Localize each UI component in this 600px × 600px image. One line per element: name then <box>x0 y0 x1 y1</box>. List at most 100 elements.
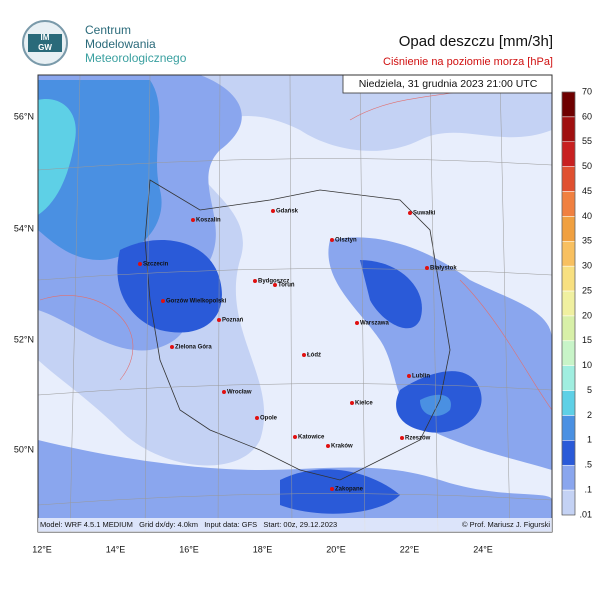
colorbar-label: 5 <box>587 385 592 395</box>
colorbar-label: 1 <box>587 435 592 445</box>
colorbar-segment <box>561 315 576 342</box>
colorbar-segment <box>561 216 576 242</box>
lat-label: 54°N <box>14 223 34 233</box>
colorbar-segment <box>561 265 576 292</box>
city-marker <box>222 390 226 394</box>
colorbar-segment <box>561 390 576 416</box>
city-label: Wrocław <box>227 390 252 396</box>
city-marker <box>217 318 221 322</box>
colorbar-segment <box>561 415 576 441</box>
colorbar-frame <box>561 91 576 516</box>
city-label: Koszalin <box>196 218 221 224</box>
city-label: Łódź <box>307 353 321 359</box>
org-name: Modelowania <box>85 37 156 51</box>
lon-label: 22°E <box>400 544 420 554</box>
lon-label: 16°E <box>179 544 199 554</box>
colorbar-label: 45 <box>582 186 592 196</box>
city-marker <box>255 416 259 420</box>
colorbar-segment <box>561 241 576 267</box>
org-name: Meteorologicznego <box>85 51 187 65</box>
city-marker <box>425 266 429 270</box>
city-marker <box>191 218 195 222</box>
colorbar-label: 35 <box>582 236 592 246</box>
org-name: Centrum <box>85 23 131 37</box>
city-label: Bydgoszcz <box>258 279 289 285</box>
city-marker <box>407 374 411 378</box>
logo-band <box>28 34 62 52</box>
city-label: Suwałki <box>413 211 436 217</box>
city-marker <box>138 262 142 266</box>
lat-label: 50°N <box>14 444 34 454</box>
city-label: Gorzów Wielkopolski <box>166 299 227 305</box>
city-label: Toruń <box>278 283 295 289</box>
lat-label: 56°N <box>14 111 34 121</box>
map-layer <box>38 75 552 532</box>
colorbar-label: .5 <box>584 460 592 470</box>
colorbar-label: 40 <box>582 211 592 221</box>
city-label: Warszawa <box>360 321 389 327</box>
colorbar-segment <box>561 191 576 217</box>
city-marker <box>170 345 174 349</box>
colorbar-segment <box>561 290 576 317</box>
footer-right: © Prof. Mariusz J. Figurski <box>462 520 550 529</box>
footer-bg <box>38 518 552 532</box>
city-marker <box>330 487 334 491</box>
colorbar-label: 60 <box>582 111 592 121</box>
colorbar-segment <box>561 116 576 143</box>
colorbar-label: 30 <box>582 261 592 271</box>
colorbar-label: 20 <box>582 310 592 320</box>
city-marker <box>253 279 257 283</box>
colorbar-segment <box>561 166 576 192</box>
city-marker <box>271 209 275 213</box>
title: Opad deszczu [mm/3h] <box>399 33 553 50</box>
city-marker <box>330 238 334 242</box>
colorbar-label: 55 <box>582 136 592 146</box>
colorbar-label: .01 <box>579 509 592 519</box>
city-label: Poznań <box>222 318 244 324</box>
city-label: Kielce <box>355 401 373 407</box>
city-marker <box>350 401 354 405</box>
city-label: Zakopane <box>335 487 364 493</box>
city-marker <box>400 436 404 440</box>
city-marker <box>408 211 412 215</box>
city-label: Olsztyn <box>335 238 357 244</box>
logo-text: IM <box>41 33 50 42</box>
city-marker <box>273 283 277 287</box>
colorbar-label: 10 <box>582 360 592 370</box>
lon-label: 18°E <box>253 544 273 554</box>
city-marker <box>161 299 165 303</box>
colorbar-label: 50 <box>582 161 592 171</box>
city-label: Lublin <box>412 374 430 380</box>
lon-label: 24°E <box>473 544 493 554</box>
city-marker <box>302 353 306 357</box>
colorbar-label: 2 <box>587 410 592 420</box>
colorbar-segment <box>561 489 576 516</box>
lon-label: 14°E <box>106 544 126 554</box>
colorbar-segment <box>561 365 576 391</box>
city-label: Zielona Góra <box>175 345 212 351</box>
colorbar-segment <box>561 440 576 466</box>
colorbar-segment <box>561 141 576 167</box>
city-label: Białystok <box>430 266 457 272</box>
colorbar-label: .1 <box>584 484 592 494</box>
colorbar-segment <box>561 91 576 118</box>
logo-text: GW <box>38 43 52 52</box>
colorbar-segment <box>561 464 576 491</box>
lon-label: 12°E <box>32 544 52 554</box>
city-label: Rzeszów <box>405 436 431 442</box>
city-label: Kraków <box>331 444 353 450</box>
colorbar-segment <box>561 340 576 366</box>
city-label: Szczecin <box>143 262 169 268</box>
colorbar-label: 70 <box>582 86 592 96</box>
footer-left: Model: WRF 4.5.1 MEDIUM Grid dx/dy: 4.0k… <box>40 520 337 529</box>
lon-label: 20°E <box>326 544 346 554</box>
city-label: Katowice <box>298 435 325 441</box>
city-marker <box>355 321 359 325</box>
city-marker <box>326 444 330 448</box>
subtitle: Ciśnienie na poziomie morza [hPa] <box>383 56 553 68</box>
colorbar-label: 25 <box>582 285 592 295</box>
timestamp: Niedziela, 31 grudnia 2023 21:00 UTC <box>359 78 538 90</box>
city-label: Opole <box>260 416 278 422</box>
